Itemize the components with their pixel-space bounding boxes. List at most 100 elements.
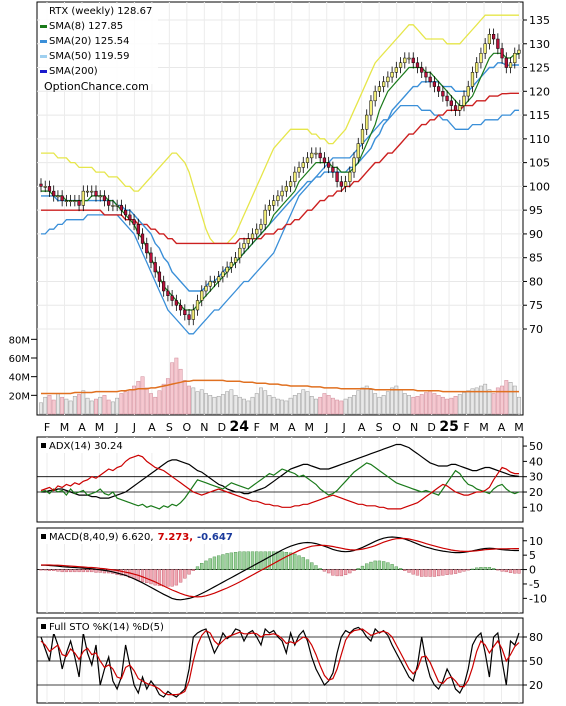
volume-bar xyxy=(94,398,98,415)
price-tick-label: 75 xyxy=(529,299,543,312)
macd-histogram-bar xyxy=(356,568,360,570)
macd-histogram-bar xyxy=(271,551,276,570)
candle-body xyxy=(496,38,500,49)
macd-signal-value: 7.273, xyxy=(158,532,193,543)
macd-histogram-bar xyxy=(90,569,94,573)
panel-tick-label: 20 xyxy=(529,679,543,692)
x-axis-label: A xyxy=(148,421,156,434)
volume-bar xyxy=(504,380,509,415)
macd-histogram-bar xyxy=(183,569,187,579)
candle-body xyxy=(276,195,280,201)
volume-bar xyxy=(318,396,323,415)
volume-bar xyxy=(149,393,153,415)
price-tick-label: 115 xyxy=(529,109,550,122)
macd-histogram-bar xyxy=(305,559,310,570)
volume-bar xyxy=(483,383,488,415)
volume-bar xyxy=(119,393,124,415)
legend-label: RTX (weekly) 128.67 xyxy=(49,6,152,17)
watermark: OptionChance.com xyxy=(44,80,149,93)
macd-histogram-bar xyxy=(85,569,90,573)
candle-body xyxy=(382,81,386,87)
volume-bar xyxy=(449,397,454,415)
macd-histogram-bar xyxy=(475,567,479,570)
candle-body xyxy=(187,314,191,320)
volume-bar xyxy=(411,396,416,415)
candle-body xyxy=(200,290,204,301)
macd-histogram-bar xyxy=(449,569,453,575)
volume-bar xyxy=(322,393,327,415)
volume-bar xyxy=(106,399,111,415)
price-tick-label: 110 xyxy=(529,133,550,146)
volume-bar xyxy=(462,392,466,415)
macd-histogram-bar xyxy=(322,569,327,572)
macd-histogram-bar xyxy=(60,569,64,573)
macd-histogram-bar xyxy=(479,567,483,570)
candle-body xyxy=(513,53,517,64)
macd-histogram-bar xyxy=(200,563,204,570)
candle-body xyxy=(297,167,301,173)
legend-label: SMA(20) 125.54 xyxy=(49,36,130,47)
candle-body xyxy=(318,152,322,159)
price-legend: RTX (weekly) 128.67 SMA(8) 127.85 SMA(20) … xyxy=(40,4,158,84)
macd-histogram-bar xyxy=(52,569,56,571)
macd-histogram-bar xyxy=(318,568,322,570)
volume-bar xyxy=(225,391,230,415)
volume-bar xyxy=(127,389,132,415)
macd-histogram-bar xyxy=(250,551,255,570)
x-axis-label: O xyxy=(183,421,192,434)
panel-tick-label: 30 xyxy=(529,471,543,484)
x-axis-label: M xyxy=(514,421,524,434)
candle-body xyxy=(487,34,492,45)
x-axis-label: F xyxy=(44,421,50,434)
x-axis-label: J xyxy=(324,421,328,434)
macd-histogram-bar xyxy=(394,566,398,570)
x-axis-label: O xyxy=(392,421,401,434)
volume-bar xyxy=(517,396,521,415)
macd-histogram-bar xyxy=(255,551,259,570)
volume-bar xyxy=(220,394,225,415)
candle-body xyxy=(250,233,255,239)
volume-bar xyxy=(212,396,217,415)
candle-body xyxy=(339,181,343,187)
candle-body xyxy=(462,95,466,106)
macd-histogram-bar xyxy=(288,552,293,570)
macd-histogram-bar xyxy=(233,552,238,570)
macd-histogram-bar xyxy=(352,569,356,571)
macd-histogram-bar xyxy=(204,560,208,570)
candle-body xyxy=(398,62,403,68)
legend-label: SMA(50) 119.59 xyxy=(49,51,130,62)
volume-bar xyxy=(326,395,331,415)
candle-body xyxy=(394,67,398,73)
candle-body xyxy=(466,86,470,97)
panel-tick-label: -5 xyxy=(529,578,540,591)
price-tick-label: 105 xyxy=(529,157,550,170)
candle-body xyxy=(178,304,183,311)
macd-histogram-bar xyxy=(77,569,81,573)
macd-histogram-bar xyxy=(225,553,229,570)
x-axis-label: S xyxy=(166,421,173,434)
adx-panel: 50 40 30 20 10 ADX(14) 30.24 xyxy=(36,436,543,523)
price-tick-label: 80 xyxy=(529,275,543,288)
x-axis-labels: F M A M J J A S O N D 24 F M A M J J A S O N D 25 F M A M xyxy=(44,419,524,435)
candle-body xyxy=(403,57,407,64)
stochastic-panel: 80 50 20 Full STO %K(14) %D(5) xyxy=(36,617,543,704)
macd-histogram-bar xyxy=(102,569,107,574)
candle-body xyxy=(445,95,449,102)
volume-bar xyxy=(199,389,204,415)
candle-body xyxy=(517,49,521,54)
legend-swatch xyxy=(40,55,47,58)
volume-bar xyxy=(89,400,94,415)
candle-body xyxy=(233,257,238,263)
candle-body xyxy=(377,86,382,92)
candle-body xyxy=(259,224,263,230)
volume-bar xyxy=(144,387,149,415)
candle-body xyxy=(47,186,52,192)
candle-body xyxy=(98,195,102,198)
macd-histogram-bar xyxy=(339,569,344,577)
candle-body xyxy=(174,300,178,306)
macd-histogram-bar xyxy=(466,569,470,571)
volume-bar xyxy=(174,357,179,415)
volume-bar xyxy=(182,380,187,415)
candle-body xyxy=(157,271,162,282)
legend-swatch xyxy=(40,25,47,28)
